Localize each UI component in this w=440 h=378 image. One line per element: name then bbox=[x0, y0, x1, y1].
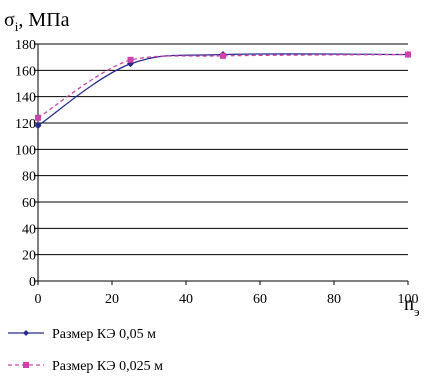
series-2-point bbox=[127, 56, 134, 63]
y-tick-label: 20 bbox=[22, 249, 36, 264]
y-tick-label: 100 bbox=[15, 143, 36, 158]
series-line-2 bbox=[37, 53, 409, 119]
series-2-point bbox=[35, 114, 41, 121]
y-tick-label: 60 bbox=[22, 196, 36, 211]
series-layer bbox=[34, 51, 412, 130]
x-tick-label: 100 bbox=[398, 292, 419, 307]
x-tick-label: 0 bbox=[35, 292, 42, 307]
x-tick-label: 80 bbox=[327, 292, 341, 307]
series-2 bbox=[35, 51, 411, 121]
legend-item-series-2: Размер КЭ 0,025 м bbox=[8, 359, 163, 374]
y-tick-label: 140 bbox=[15, 91, 36, 106]
x-tick-label: 60 bbox=[253, 292, 267, 307]
series-2-point bbox=[220, 52, 226, 59]
x-tick-label: 20 bbox=[105, 292, 119, 307]
legend: Размер КЭ 0,05 м Размер КЭ 0,025 м bbox=[8, 327, 163, 374]
legend-label-series-2: Размер КЭ 0,025 м bbox=[52, 359, 163, 374]
legend-label-series-1: Размер КЭ 0,05 м bbox=[52, 327, 156, 342]
legend-marker-series-1 bbox=[23, 330, 29, 336]
grid-lines bbox=[38, 43, 408, 256]
series-1-point bbox=[34, 122, 42, 130]
y-axis-label: σi, МПа bbox=[4, 9, 70, 34]
x-tick-labels: 0 20 40 60 80 100 bbox=[35, 281, 419, 307]
legend-item-series-1: Размер КЭ 0,05 м bbox=[8, 327, 156, 342]
axes bbox=[37, 44, 408, 282]
series-line-1 bbox=[37, 53, 409, 127]
x-tick-label: 40 bbox=[179, 292, 193, 307]
y-tick-label: 160 bbox=[15, 64, 36, 79]
y-tick-label: 0 bbox=[29, 275, 36, 290]
y-tick-label: 40 bbox=[22, 222, 36, 237]
series-1 bbox=[34, 51, 412, 130]
y-tick-label: 80 bbox=[22, 170, 36, 185]
legend-marker-series-2 bbox=[23, 362, 29, 368]
y-tick-label: 180 bbox=[15, 38, 36, 53]
x-axis-label: nэ bbox=[404, 293, 420, 319]
series-2-point bbox=[405, 51, 411, 58]
y-tick-label: 120 bbox=[15, 117, 36, 132]
y-tick-labels: 180 160 140 120 100 80 60 40 20 0 bbox=[15, 38, 38, 290]
